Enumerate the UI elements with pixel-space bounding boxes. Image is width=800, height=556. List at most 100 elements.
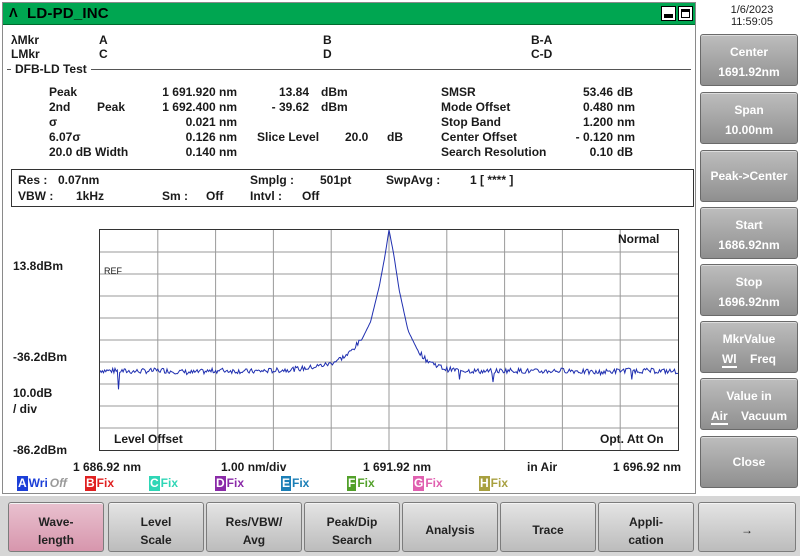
smplg-value: 501pt	[320, 173, 352, 187]
trace-f-chip[interactable]: F Fix	[347, 476, 375, 491]
analysis-fkey[interactable]: Analysis	[402, 502, 498, 552]
center-offset-unit: nm	[617, 130, 635, 144]
res-value: 0.07nm	[58, 173, 100, 187]
width-value: 0.140 nm	[185, 145, 237, 159]
trace-letter: G	[413, 476, 425, 491]
arrow-right-icon: →	[741, 523, 753, 537]
search-resolution-unit: dB	[617, 145, 633, 159]
trace-state: Fix	[96, 476, 115, 490]
trace-letter: E	[281, 476, 292, 491]
close-softkey[interactable]: Close	[700, 436, 798, 488]
level-scale-fkey-line1: Level	[140, 515, 172, 529]
marker-value-softkey[interactable]: MkrValue Wl Freq	[700, 321, 798, 373]
section-divider	[7, 69, 691, 70]
width-label: 20.0 dB Width	[49, 145, 129, 159]
measurement-window: Λ LD-PD_INC λMkr LMkr A C B D B-A C-D DF…	[2, 2, 696, 494]
x-div-tick: 1.00 nm/div	[221, 460, 287, 474]
trace-state: Fix	[425, 476, 443, 490]
peak-to-center-label: Peak->Center	[710, 169, 788, 183]
trace-e-chip[interactable]: E Fix	[281, 476, 309, 491]
trace-g-chip[interactable]: G Fix	[413, 476, 443, 491]
stop-softkey[interactable]: Stop 1696.92nm	[700, 264, 798, 316]
level-scale-fkey[interactable]: Level Scale	[108, 502, 204, 552]
trace-h-chip[interactable]: H Fix	[479, 476, 508, 491]
marker-d: D	[323, 47, 332, 61]
start-softkey-value: 1686.92nm	[718, 238, 780, 252]
center-offset-value: - 0.120	[575, 130, 613, 144]
search-resolution-label: Search Resolution	[441, 145, 547, 159]
ref-label: REF	[104, 266, 122, 276]
trace-state: Fix	[357, 476, 375, 490]
level-marker-label: LMkr	[11, 47, 40, 61]
peak-to-center-softkey[interactable]: Peak->Center	[700, 150, 798, 202]
trace-a-chip[interactable]: A Wri Off	[17, 476, 67, 491]
title-bar: Λ LD-PD_INC	[3, 3, 695, 25]
trace-fkey-label: Trace	[532, 523, 564, 537]
peak-wavelength: 1 691.920 nm	[162, 85, 237, 99]
next-page-fkey[interactable]: →	[698, 502, 796, 552]
peak-dip-search-fkey[interactable]: Peak/Dip Search	[304, 502, 400, 552]
value-in-vacuum-option[interactable]: Vacuum	[740, 409, 788, 423]
search-resolution-value: 0.10	[589, 145, 613, 159]
marker-value-freq-option[interactable]: Freq	[750, 352, 777, 366]
trace-b-chip[interactable]: B Fix	[85, 476, 114, 491]
stop-band-label: Stop Band	[441, 115, 501, 129]
intvl-label: Intvl :	[250, 189, 282, 203]
sweep-mode-label: Normal	[618, 232, 660, 246]
sigma-label: σ	[49, 115, 58, 129]
close-softkey-label: Close	[732, 455, 766, 469]
trace-state: Fix	[160, 476, 179, 490]
stop-band-value: 1.200	[582, 115, 613, 129]
vbw-value: 1kHz	[76, 189, 105, 203]
minimize-button[interactable]	[661, 6, 676, 21]
sigma-607-label: 6.07σ	[49, 130, 81, 144]
application-fkey-line2: cation	[628, 533, 664, 547]
peak-dip-search-fkey-line1: Peak/Dip	[326, 515, 378, 529]
trace-letter: C	[149, 476, 160, 491]
mode-offset-value: 0.480	[582, 100, 613, 114]
trace-letter: D	[215, 476, 226, 491]
sm-value: Off	[206, 189, 224, 203]
peak-level: 13.84	[278, 85, 309, 99]
value-in-softkey[interactable]: Value in Air Vacuum	[700, 378, 798, 430]
center-softkey[interactable]: Center 1691.92nm	[700, 34, 798, 86]
smsr-unit: dB	[617, 85, 633, 99]
maximize-button[interactable]	[678, 6, 693, 21]
trace-fkey[interactable]: Trace	[500, 502, 596, 552]
marker-b: B	[323, 33, 332, 47]
spectrum-chart-svg	[100, 230, 678, 450]
level-offset-label: Level Offset	[114, 432, 183, 446]
mode-offset-unit: nm	[617, 100, 635, 114]
time-text: 11:59:05	[730, 16, 773, 28]
value-in-air-option[interactable]: Air	[710, 409, 728, 425]
x-stop-tick: 1 696.92 nm	[613, 460, 682, 474]
y-mid-tick: -36.2dBm	[13, 350, 68, 364]
x-start-tick: 1 686.92 nm	[73, 460, 142, 474]
slice-level-value: 20.0	[345, 130, 369, 144]
res-vbw-avg-fkey-line2: Avg	[242, 533, 266, 547]
marker-b-a: B-A	[531, 33, 553, 47]
datetime-display: 1/6/2023 11:59:05	[710, 4, 794, 28]
date-text: 1/6/2023	[730, 4, 774, 16]
vbw-label: VBW :	[18, 189, 54, 203]
wavelength-fkey[interactable]: Wave- length	[8, 502, 104, 552]
spectrum-plot[interactable]: Normal REF Level Offset Opt. Att On	[99, 229, 679, 451]
second-peak-sublabel: Peak	[97, 100, 126, 114]
trace-state: Fix	[292, 476, 310, 490]
slice-level-label: Slice Level	[257, 130, 320, 144]
marker-value-wl-option[interactable]: Wl	[721, 352, 737, 368]
analysis-fkey-label: Analysis	[425, 523, 475, 537]
lambda-marker-label: λMkr	[11, 33, 40, 47]
application-fkey[interactable]: Appli- cation	[598, 502, 694, 552]
sigma-607-value: 0.126 nm	[185, 130, 237, 144]
span-softkey[interactable]: Span 10.00nm	[700, 92, 798, 144]
center-offset-label: Center Offset	[441, 130, 518, 144]
trace-c-chip[interactable]: C Fix	[149, 476, 178, 491]
center-softkey-value: 1691.92nm	[718, 65, 780, 79]
y-scale-value: 10.0dB	[13, 386, 53, 400]
res-vbw-avg-fkey[interactable]: Res/VBW/ Avg	[206, 502, 302, 552]
wavelength-fkey-line2: length	[38, 533, 74, 547]
trace-d-chip[interactable]: D Fix	[215, 476, 244, 491]
sm-label: Sm :	[162, 189, 189, 203]
start-softkey[interactable]: Start 1686.92nm	[700, 207, 798, 259]
